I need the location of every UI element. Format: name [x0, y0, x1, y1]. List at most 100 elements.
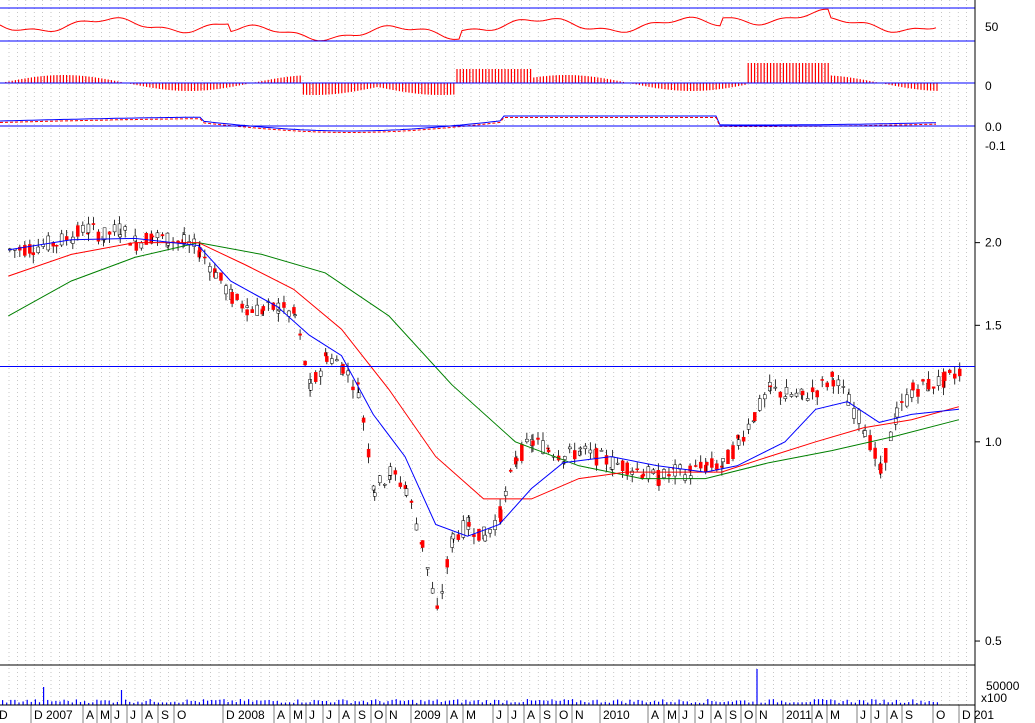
volume-bar [198, 702, 200, 705]
volume-unit-label: x100 [981, 691, 1007, 705]
volume-bar [321, 701, 323, 705]
candle-body [688, 465, 692, 472]
candle-body [54, 244, 59, 247]
candle-body [425, 567, 430, 570]
volume-tick-label: 50000 [986, 679, 1020, 693]
volume-bar [502, 702, 504, 705]
histogram-bar [34, 76, 36, 83]
volume-bar [120, 690, 123, 705]
candle-body [346, 370, 350, 376]
volume-bar [674, 702, 676, 705]
moving-average-short [8, 237, 959, 537]
candle-body [900, 401, 904, 403]
volume-bar [621, 701, 623, 705]
volume-bar [559, 700, 561, 705]
x-tick-label: A [651, 708, 659, 722]
volume-bar [547, 700, 549, 705]
histogram-bar [293, 76, 295, 83]
candle-body [31, 252, 36, 256]
histogram-bar [443, 83, 445, 95]
histogram-bar [386, 83, 388, 89]
candle-body [387, 475, 392, 480]
histogram-bar [373, 83, 375, 88]
volume-bar [342, 699, 344, 705]
histogram-bar [210, 83, 212, 90]
histogram-bar [117, 81, 119, 83]
candle-body [768, 385, 773, 388]
x-tick-label: O [559, 708, 568, 722]
histogram-bar [571, 75, 573, 83]
candle-body [250, 309, 254, 313]
histogram-bar [789, 63, 791, 83]
histogram-bar [114, 80, 116, 83]
volume-bar [309, 702, 311, 705]
candle-body [794, 392, 799, 397]
histogram-bar [264, 80, 266, 83]
candle-body [366, 448, 371, 458]
candle-body [245, 305, 249, 308]
moving-average-long [8, 242, 960, 480]
histogram-bar [101, 78, 103, 83]
histogram-bar [280, 77, 282, 83]
candle-body [662, 469, 666, 479]
histogram-bar [27, 77, 29, 83]
candle-body [852, 408, 856, 419]
volume-bar [629, 699, 631, 705]
histogram-bar [162, 83, 164, 90]
histogram-bar [507, 69, 509, 83]
candle-body [757, 398, 762, 411]
volume-bar [912, 699, 914, 705]
volume-bar [498, 700, 500, 705]
volume-bar [248, 699, 250, 705]
candle-body [398, 482, 403, 487]
volume-bar [161, 702, 164, 705]
x-tick-label: N [759, 708, 768, 722]
candle-body [911, 382, 915, 391]
x-tick-label: A [815, 708, 823, 722]
histogram-bar [485, 69, 487, 83]
volume-bar [481, 702, 483, 705]
candle-body [445, 559, 449, 568]
volume-bar [641, 700, 643, 705]
histogram-bar [398, 83, 400, 92]
volume-bar [600, 702, 602, 705]
histogram-bar [82, 75, 84, 83]
x-tick-label: M [667, 708, 677, 722]
histogram-panel [2, 63, 938, 95]
candle-body [726, 449, 730, 464]
histogram-bar [738, 83, 740, 87]
histogram-bar [421, 83, 423, 95]
x-tick-label: A [890, 708, 898, 722]
candle-body [488, 529, 492, 534]
histogram-bar [270, 79, 272, 83]
volume-bar [362, 700, 364, 705]
candle-body [599, 450, 604, 452]
candle-body [577, 450, 582, 456]
histogram-bar [680, 83, 682, 91]
candle-body [731, 445, 735, 460]
histogram-bar [14, 80, 16, 83]
x-tick-label: S [905, 708, 913, 722]
histogram-bar [427, 83, 429, 95]
histogram-bar [648, 83, 650, 87]
x-tick-label: D 201 [962, 708, 994, 722]
histogram-bar [75, 75, 77, 83]
volume-bar [178, 702, 180, 705]
candle-body [76, 225, 80, 237]
volume-bar [407, 700, 410, 705]
volume-bar [924, 702, 926, 705]
histogram-bar [744, 83, 746, 85]
histogram-bar [402, 83, 404, 92]
x-tick-label: A [86, 708, 94, 722]
volume-bar [694, 702, 697, 705]
histogram-bar [520, 69, 522, 83]
histogram-bar [245, 83, 247, 85]
histogram-bar [802, 63, 804, 83]
volume-bar [846, 699, 848, 705]
histogram-bar [555, 75, 557, 83]
volume-bar [842, 701, 844, 705]
histogram-bar [936, 83, 938, 91]
candle-body [688, 475, 693, 479]
volume-bar [129, 701, 131, 705]
histogram-bar [898, 83, 900, 87]
